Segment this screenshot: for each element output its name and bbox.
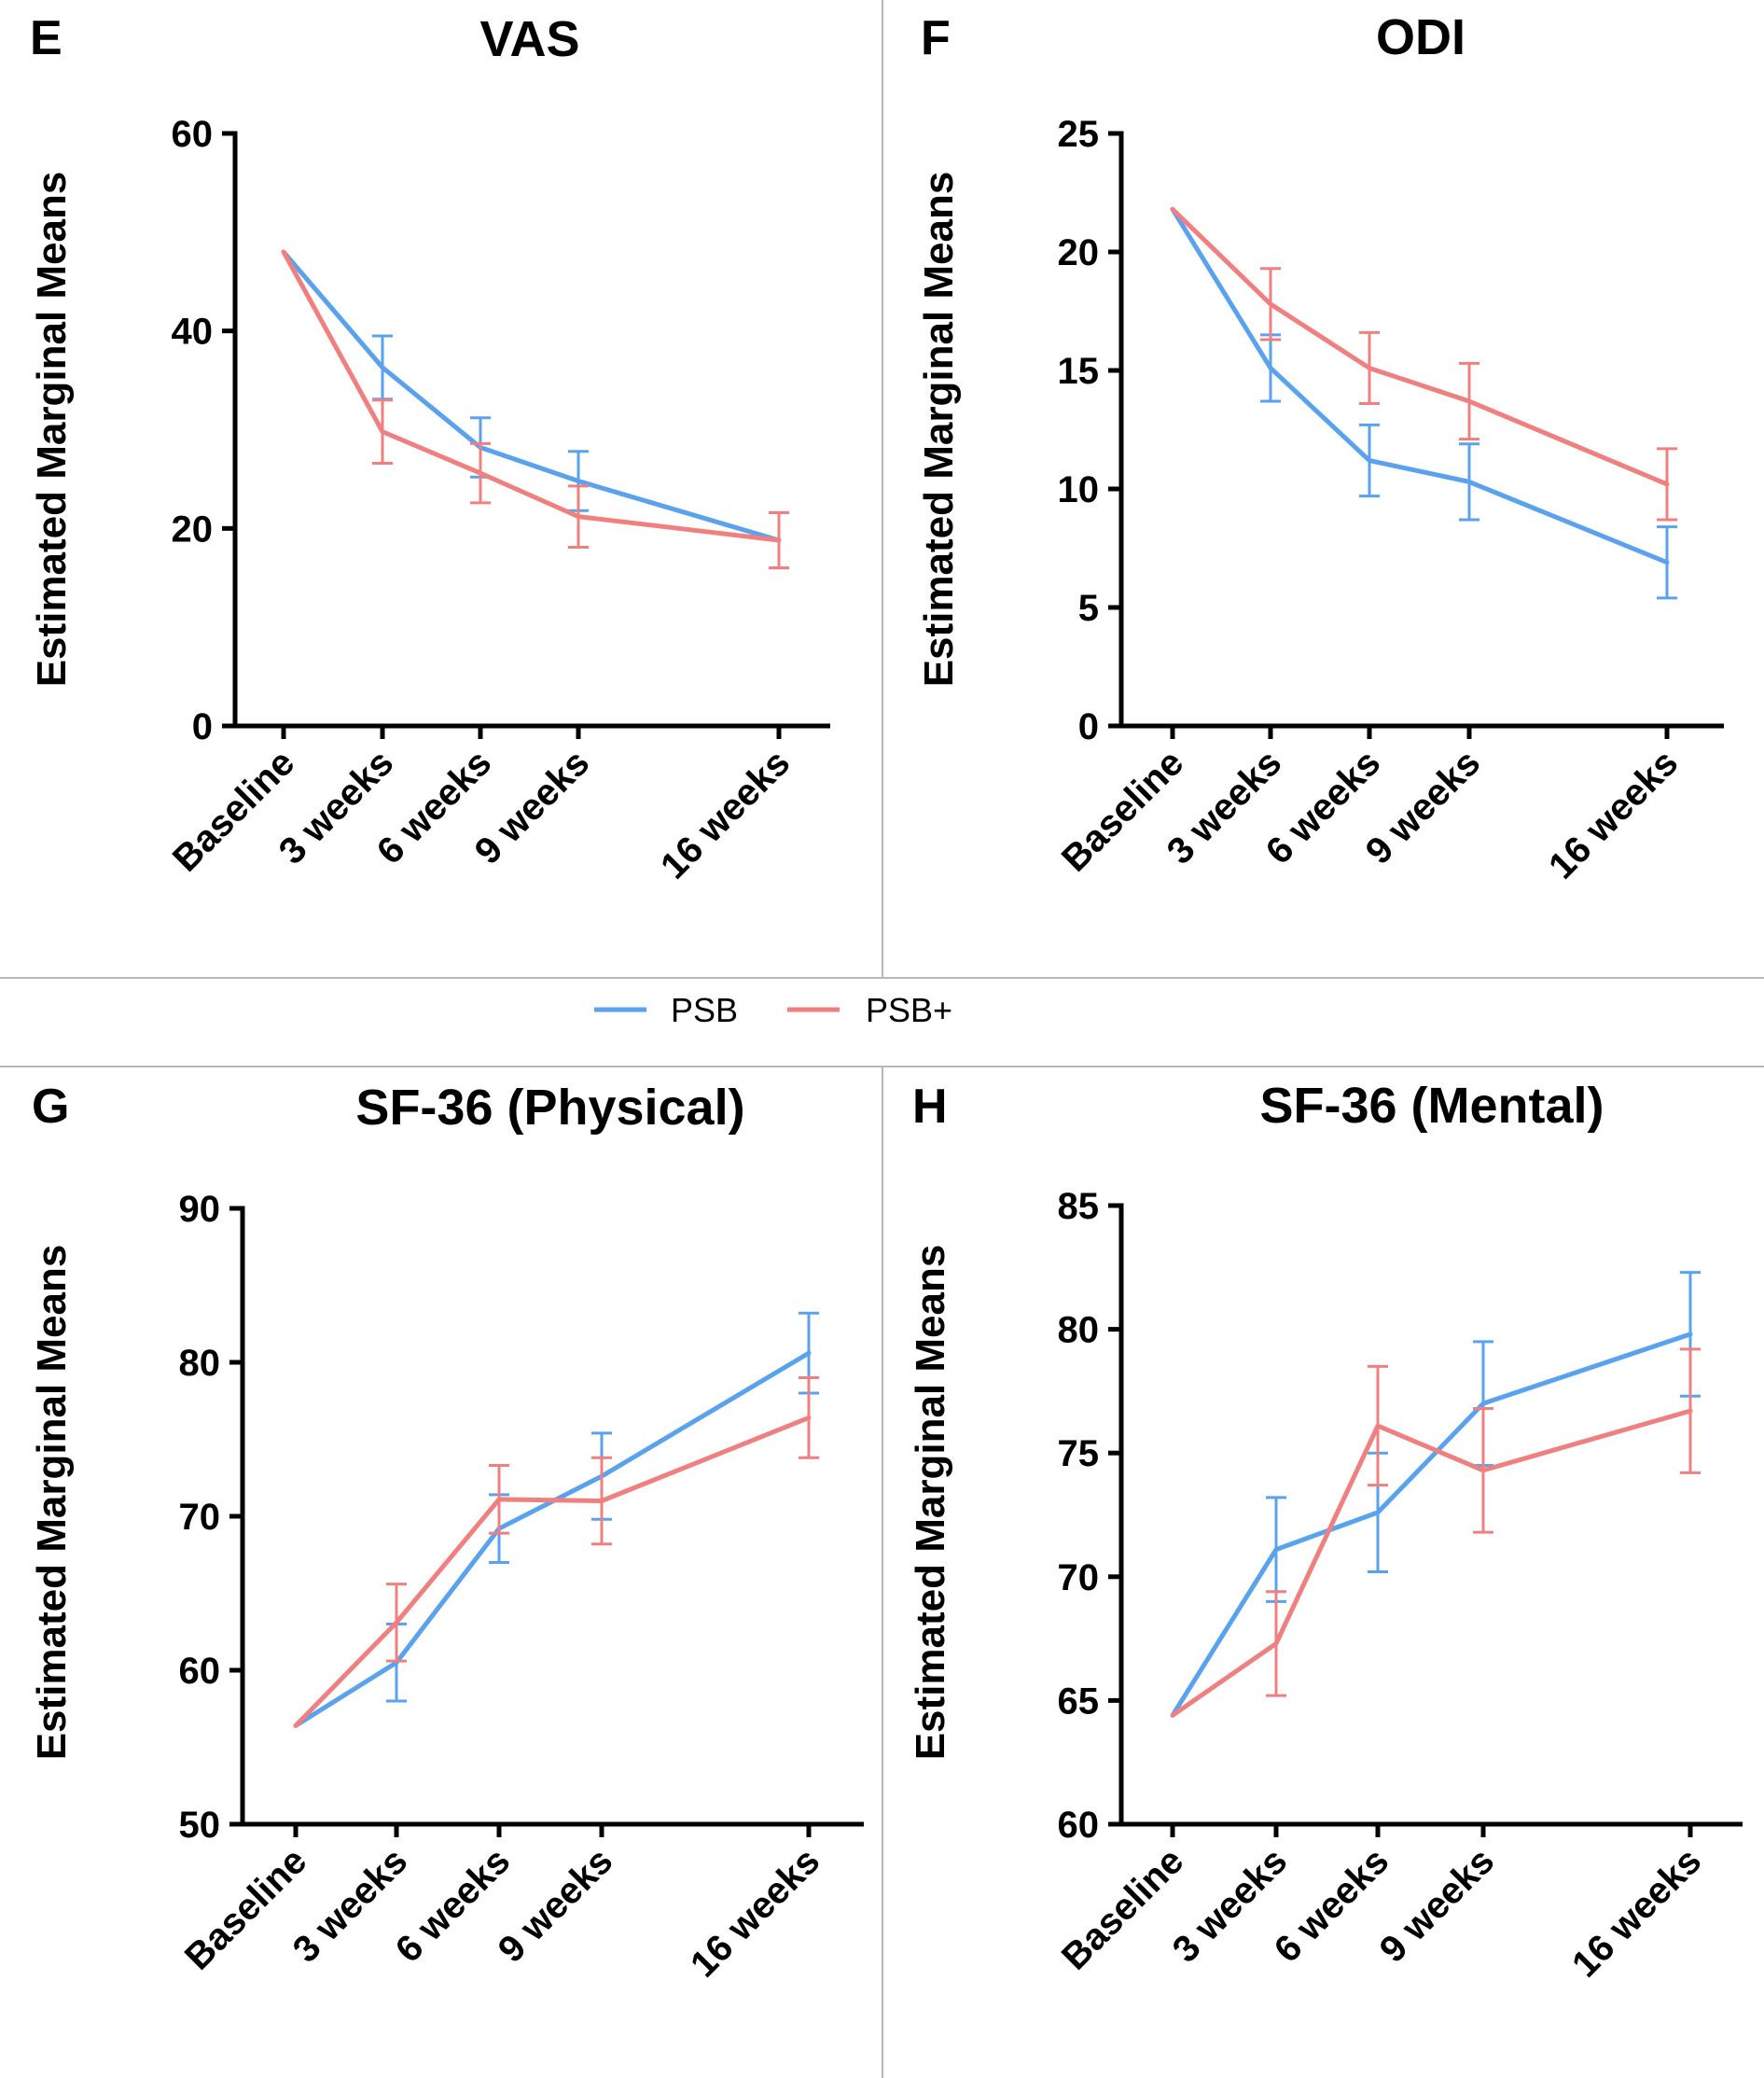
y-tick-label: 80 [1058, 1310, 1100, 1351]
chart-title: ODI [1376, 9, 1465, 65]
y-tick-label: 60 [1058, 1805, 1100, 1846]
y-tick-label: 40 [172, 312, 214, 353]
y-tick-label: 70 [1058, 1557, 1100, 1598]
panel-letter: F [921, 11, 951, 65]
y-axis-label: Estimated Marginal Means [29, 172, 75, 688]
panel-letter: G [32, 1080, 69, 1134]
y-axis-label: Estimated Marginal Means [908, 1245, 953, 1761]
legend: PSB PSB+ [594, 991, 952, 1029]
legend-label: PSB+ [866, 991, 952, 1029]
chart-title: SF-36 (Mental) [1259, 1078, 1604, 1134]
series-line [281, 249, 782, 543]
series-psb-plus [281, 249, 789, 570]
y-tick-label: 70 [179, 1497, 221, 1538]
y-tick-label: 50 [179, 1805, 221, 1846]
series-line [1170, 206, 1670, 487]
y-tick-label: 80 [179, 1343, 221, 1384]
y-tick-label: 0 [1078, 706, 1099, 747]
legend-item-psb-plus: PSB+ [787, 991, 952, 1029]
y-tick-label: 20 [172, 509, 214, 550]
y-axis-label: Estimated Marginal Means [29, 1245, 75, 1761]
y-tick-label: 90 [179, 1189, 221, 1230]
y-tick-label: 10 [1058, 469, 1100, 510]
y-tick-label: 5 [1078, 588, 1099, 629]
y-tick-label: 85 [1058, 1186, 1100, 1227]
series-line [1170, 1332, 1693, 1718]
chart-title: VAS [479, 11, 579, 67]
y-tick-label: 65 [1058, 1681, 1100, 1722]
series-line [1170, 206, 1670, 565]
y-tick-label: 20 [1058, 232, 1100, 273]
y-axis-label: Estimated Marginal Means [916, 172, 962, 688]
series-psb-plus [1170, 206, 1677, 522]
y-tick-label: 60 [172, 114, 214, 155]
legend-item-psb: PSB [594, 991, 738, 1029]
y-tick-label: 60 [179, 1651, 221, 1692]
y-tick-label: 75 [1058, 1433, 1100, 1474]
series-psb-plus [293, 1376, 819, 1728]
series-line [1170, 1408, 1693, 1718]
legend-label: PSB [671, 991, 738, 1029]
chart-title: SF-36 (Physical) [355, 1080, 744, 1136]
series-psb-plus [1170, 1347, 1701, 1718]
y-tick-label: 25 [1058, 114, 1100, 155]
panel-letter: E [30, 11, 63, 65]
series-line [293, 1415, 812, 1728]
panel-letter: H [912, 1080, 948, 1134]
y-tick-label: 15 [1058, 351, 1100, 392]
y-tick-label: 0 [192, 706, 213, 747]
